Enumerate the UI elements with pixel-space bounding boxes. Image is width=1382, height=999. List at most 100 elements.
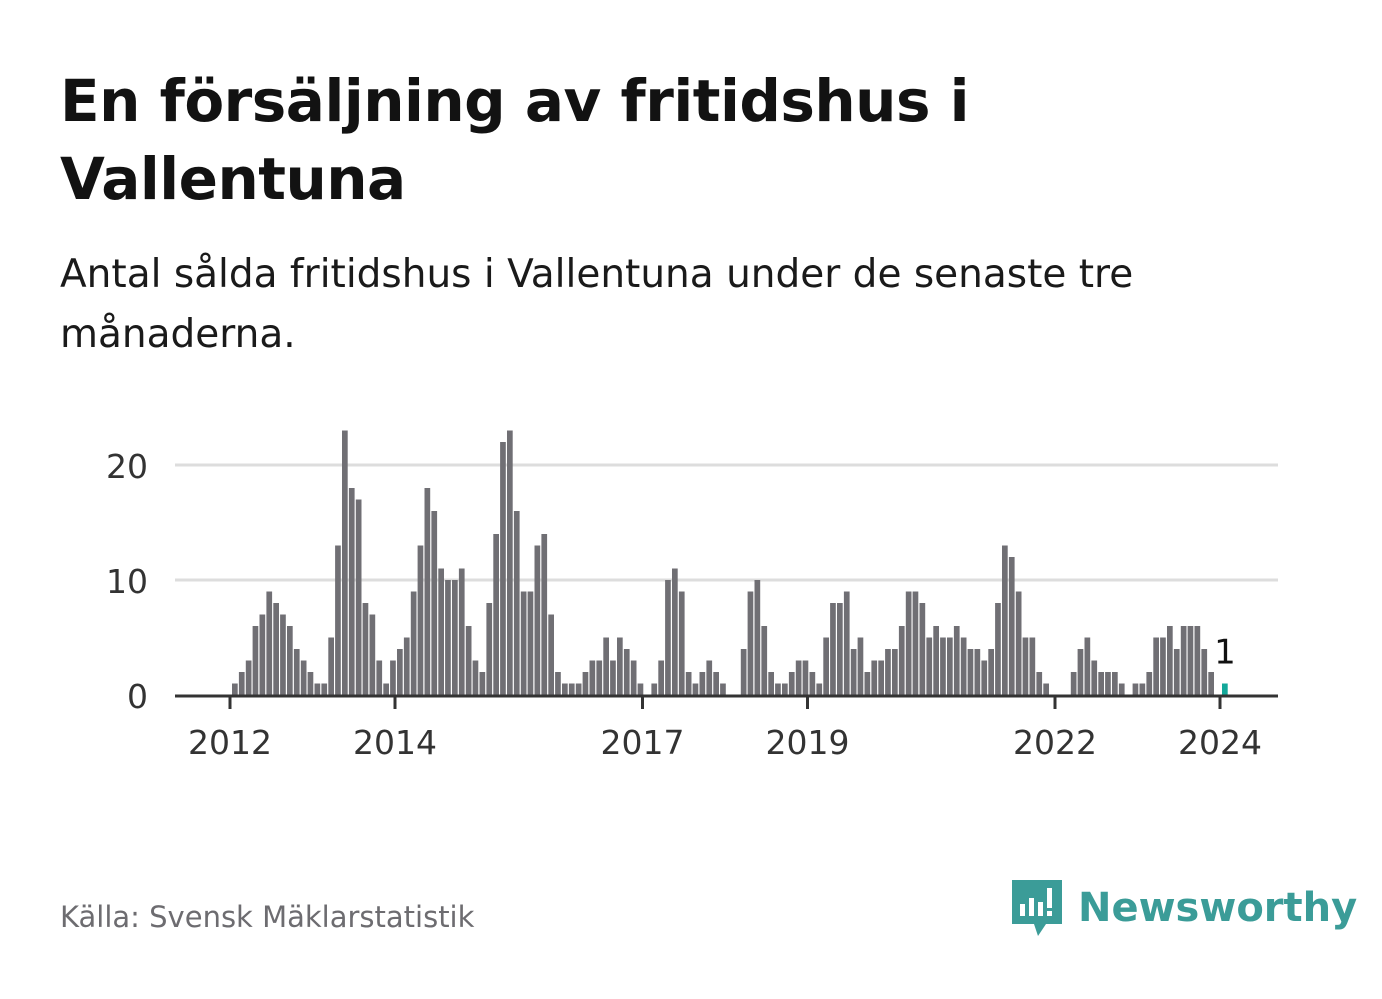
bar <box>1015 591 1022 695</box>
bar <box>651 683 658 695</box>
bar <box>658 660 664 695</box>
x-tick-label: 2024 <box>1178 723 1262 762</box>
x-tick-label: 2017 <box>601 723 685 762</box>
bar <box>472 660 479 695</box>
bar <box>912 591 919 695</box>
bar <box>410 591 417 695</box>
bar <box>1167 626 1173 695</box>
bar <box>871 660 878 695</box>
bar <box>947 637 953 695</box>
bar <box>568 683 575 695</box>
bar <box>383 683 389 695</box>
bar <box>520 591 527 695</box>
bar <box>390 660 396 695</box>
bar <box>335 545 341 695</box>
bar <box>1002 545 1008 695</box>
bar <box>1008 557 1015 695</box>
bar <box>1077 649 1084 695</box>
bar <box>493 534 499 695</box>
bar <box>933 626 939 695</box>
bar <box>761 626 768 695</box>
bar <box>816 683 823 695</box>
bar <box>273 603 279 695</box>
bar <box>720 683 726 695</box>
bar <box>782 683 788 695</box>
bar <box>1070 672 1077 695</box>
bar <box>314 683 321 695</box>
bar <box>878 660 884 695</box>
bar <box>458 568 465 695</box>
bar <box>1098 672 1104 695</box>
bar <box>527 591 534 695</box>
bar <box>452 580 458 695</box>
bar <box>706 660 713 695</box>
x-tick-label: 2014 <box>353 723 437 762</box>
bar <box>417 545 424 695</box>
bar <box>1029 637 1036 695</box>
bar <box>775 683 781 695</box>
bar <box>623 649 630 695</box>
bar <box>809 672 816 695</box>
bar <box>513 511 520 695</box>
y-tick-label: 0 <box>127 677 148 716</box>
bar <box>823 637 829 695</box>
bar <box>610 660 616 695</box>
chart-title: En försäljning av fritidshus i Vallentun… <box>60 67 970 213</box>
bar <box>369 614 376 695</box>
bar <box>562 683 568 695</box>
bar <box>1022 637 1029 695</box>
bar <box>1146 672 1153 695</box>
bar <box>328 637 334 695</box>
bar <box>713 672 719 695</box>
bar <box>507 430 513 695</box>
bar <box>685 672 692 695</box>
bar <box>1091 660 1098 695</box>
bar <box>892 649 898 695</box>
y-tick-label: 10 <box>106 562 148 601</box>
bar <box>500 442 506 695</box>
bar <box>1160 637 1166 695</box>
bar <box>589 660 596 695</box>
highlighted-bar <box>1222 683 1228 695</box>
bar <box>342 430 348 695</box>
bar <box>555 672 561 695</box>
bar <box>397 649 403 695</box>
bar <box>672 568 678 695</box>
bar <box>1139 683 1146 695</box>
bar <box>974 649 981 695</box>
bar <box>596 660 603 695</box>
bar <box>699 672 706 695</box>
bar <box>617 637 623 695</box>
brand-name: Newsworthy <box>1078 885 1358 931</box>
bar <box>1132 683 1139 695</box>
bar <box>637 683 644 695</box>
bar <box>754 580 761 695</box>
bar <box>665 580 671 695</box>
bar <box>321 683 328 695</box>
bar <box>238 672 245 695</box>
bar <box>678 591 685 695</box>
last-value-label: 1 <box>1214 633 1236 673</box>
bar <box>788 672 795 695</box>
bar <box>1180 626 1187 695</box>
newsworthy-logo: Newsworthy <box>1010 878 1357 938</box>
bar <box>424 488 431 695</box>
bar <box>919 603 926 695</box>
bar <box>438 568 444 695</box>
x-tick-label: 2019 <box>766 723 850 762</box>
bar <box>307 672 314 695</box>
bar <box>1153 637 1159 695</box>
bar <box>465 626 472 695</box>
bar <box>445 580 451 695</box>
bar <box>926 637 933 695</box>
bar <box>348 488 355 695</box>
bar <box>300 660 307 695</box>
bar <box>541 534 548 695</box>
bar <box>981 660 988 695</box>
bar <box>252 626 259 695</box>
x-tick-label: 2022 <box>1013 723 1097 762</box>
bar <box>1084 637 1091 695</box>
bar <box>988 649 994 695</box>
